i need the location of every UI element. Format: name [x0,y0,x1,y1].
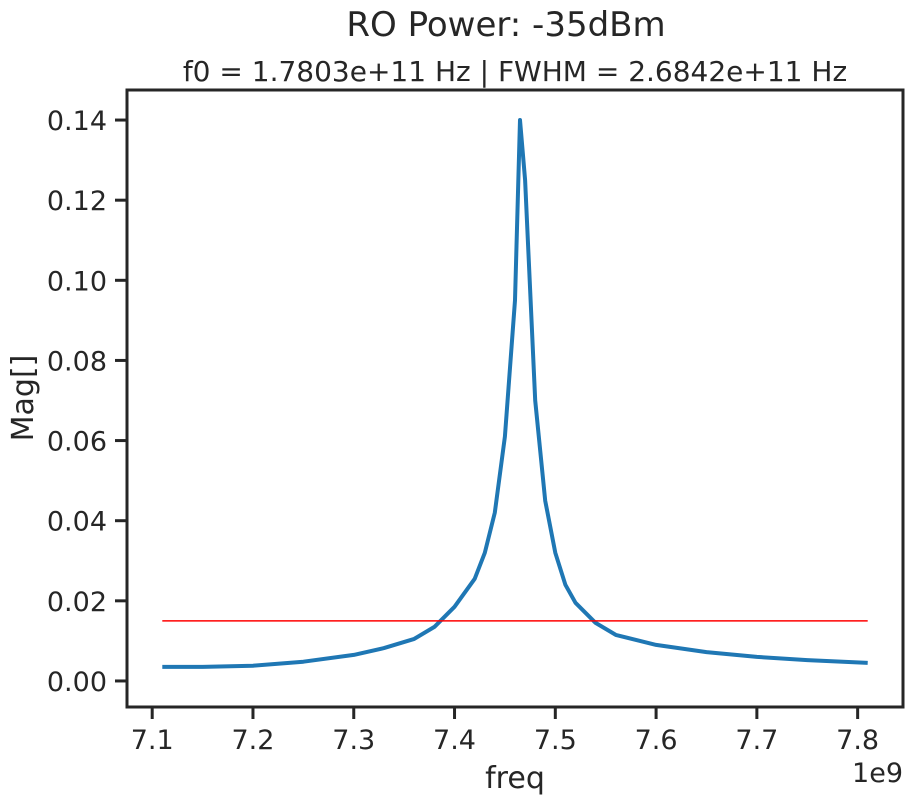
plot-frame [125,88,905,709]
x-tick-label: 7.2 [231,725,274,756]
x-tick-label: 7.1 [131,725,174,756]
chart-title: RO Power: -35dBm [346,5,665,45]
y-tick-label: 0.04 [47,507,107,538]
y-tick-label: 0.06 [47,427,107,458]
x-axis-label: freq [485,761,545,796]
y-tick-label: 0.00 [47,667,107,698]
x-tick-label: 7.7 [735,725,778,756]
x-tick-label: 7.8 [836,725,879,756]
x-tick-label: 7.6 [635,725,678,756]
x-tick-label: 7.5 [534,725,577,756]
plot-area [162,118,868,669]
y-tick-label: 0.08 [47,346,107,377]
axis-ticks: 7.1 7.2 7.3 7.4 7.5 7.6 7.7 7.8 0.00 0.02 0.04 0.06… [47,106,879,756]
series-line-magnitude [162,118,868,669]
y-tick-label: 0.14 [47,106,107,137]
y-axis-label: Mag[] [6,355,41,442]
y-tick-label: 0.12 [47,186,107,217]
x-tick-label: 7.3 [332,725,375,756]
y-tick-label: 0.10 [47,266,107,297]
y-tick-label: 0.02 [47,587,107,618]
chart-subtitle: f0 = 1.7803e+11 Hz | FWHM = 2.6842e+11 H… [183,55,847,88]
x-tick-label: 7.4 [433,725,476,756]
x-offset-label: 1e9 [852,758,903,789]
